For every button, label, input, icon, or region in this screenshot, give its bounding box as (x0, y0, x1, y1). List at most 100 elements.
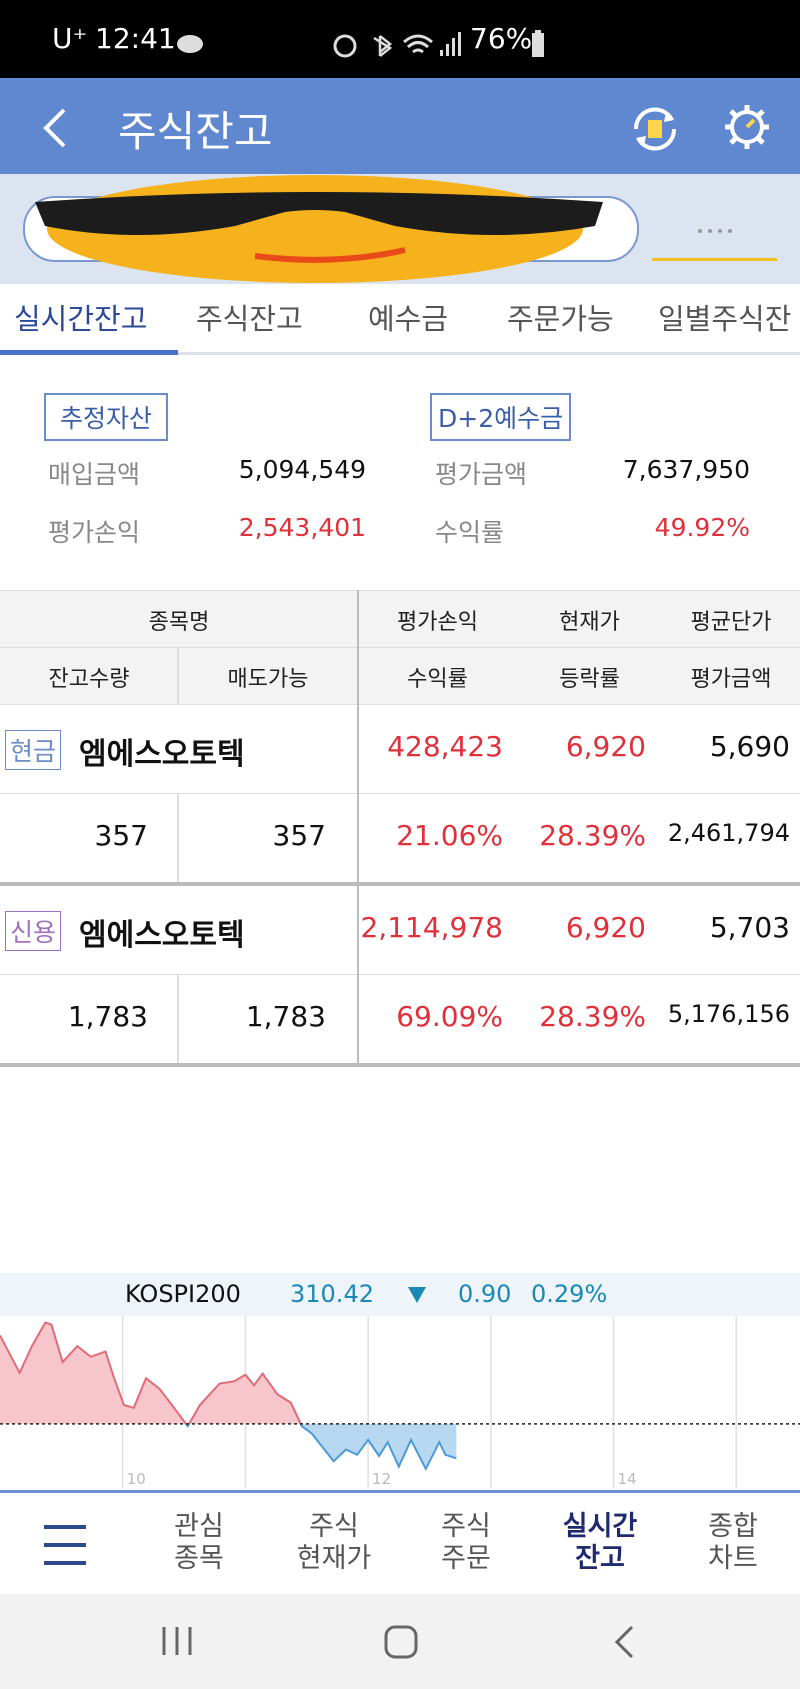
stock-value: 5,703 (709, 911, 790, 944)
settings-button[interactable] (722, 102, 772, 152)
tab[interactable]: 실시간잔고 (14, 302, 148, 336)
stock-name[interactable]: 엠에스오토텍 (79, 918, 245, 953)
stock-value: 6,920 (565, 730, 646, 763)
nav-label: 현재가 (296, 1543, 372, 1574)
summary-badge: D+2예수금 (430, 393, 572, 441)
clock: 12:41 (95, 22, 176, 55)
index-value: 310.42 (290, 1280, 374, 1308)
system-nav (0, 1594, 800, 1689)
stock-value: 5,690 (709, 730, 790, 763)
stock-name[interactable]: 엠에스오토텍 (79, 737, 245, 772)
tab-indicator (0, 350, 178, 355)
down-arrow (408, 1287, 426, 1303)
carrier: U⁺ (52, 22, 88, 55)
stock-sub-value: 357 (94, 819, 148, 852)
stock-sub-value: 5,176,156 (667, 1000, 790, 1028)
row-divider (0, 793, 800, 794)
nav-item[interactable]: 종합 차트 (673, 1511, 793, 1575)
index-chart: 10 12 14 (0, 1316, 800, 1488)
x-tick-label: 12 (372, 1470, 391, 1488)
refresh-button[interactable] (628, 102, 682, 156)
mask-emoji (35, 175, 603, 283)
tab[interactable]: 예수금 (368, 302, 449, 336)
battery-icon (532, 30, 544, 57)
tab[interactable]: 일별주식잔 (658, 302, 792, 336)
battery-level: 76% (470, 22, 533, 55)
tab-divider (0, 352, 800, 355)
nav-label: 주식 (441, 1511, 491, 1542)
stock-tag[interactable]: 신용 (5, 911, 62, 951)
nav-label: 주문 (441, 1543, 491, 1574)
index-name: KOSPI200 (125, 1280, 241, 1308)
area-down (186, 1423, 457, 1469)
summary-value: 2,543,401 (238, 513, 366, 542)
nav-label: 종목 (174, 1543, 224, 1574)
menu-button[interactable] (42, 1523, 88, 1567)
nav-label: 실시간 (562, 1511, 638, 1542)
index-change: 0.90 (458, 1280, 512, 1308)
index-rate: 0.29% (531, 1280, 608, 1308)
header-cell: 매도가능 (227, 667, 309, 692)
summary-value: 7,637,950 (622, 455, 750, 484)
status-icons (333, 32, 461, 58)
summary-label: 매입금액 (48, 460, 141, 489)
summary-label: 평가손익 (48, 518, 141, 547)
nav-label: 관심 (174, 1511, 224, 1542)
stock-sub-value: 2,461,794 (667, 819, 790, 847)
summary-label: 수익률 (435, 518, 505, 547)
line-down (184, 1423, 457, 1472)
col-divider (357, 590, 359, 1064)
summary-badge: 추정자산 (44, 393, 169, 441)
stock-sub-value: 357 (272, 819, 326, 852)
talk-icon (177, 35, 203, 53)
row-divider (0, 647, 800, 648)
status-bar: U⁺ 12:41 76% (0, 0, 800, 78)
header-cell: 평균단가 (690, 610, 772, 635)
x-tick-label: 14 (617, 1470, 636, 1488)
stock-sub-value: 28.39% (539, 819, 646, 852)
stock-tag[interactable]: 현금 (5, 730, 62, 770)
stock-value: 6,920 (565, 911, 646, 944)
home-button[interactable] (383, 1624, 419, 1660)
stock-sub-value: 1,783 (245, 1000, 326, 1033)
stock-value: 2,114,978 (360, 911, 503, 944)
row-divider (0, 704, 800, 705)
summary-value: 5,094,549 (238, 455, 366, 484)
nav-item[interactable]: 관심 종목 (139, 1511, 259, 1575)
header-cell: 등락률 (559, 667, 620, 692)
bottom-nav: 관심 종목 주식 현재가 주식 주문 실시간 잔고 종합 차트 (0, 1490, 800, 1597)
stock-sub-value: 1,783 (67, 1000, 148, 1033)
nav-label: 주식 (309, 1511, 359, 1542)
area-up (0, 1322, 457, 1424)
nav-item[interactable]: 주식 주문 (406, 1511, 526, 1575)
back-system-button[interactable] (612, 1624, 636, 1660)
header-cell: 현재가 (559, 610, 620, 635)
header: 주식잔고 (0, 78, 800, 174)
nav-item[interactable]: 실시간 잔고 (540, 1511, 660, 1575)
row-divider (0, 882, 800, 886)
recents-button[interactable] (160, 1624, 194, 1658)
tab[interactable]: 주문가능 (507, 302, 614, 336)
header-cell: 수익률 (407, 667, 468, 692)
nav-item[interactable]: 주식 현재가 (274, 1511, 394, 1575)
stock-value: 428,423 (387, 730, 503, 763)
header-cell: 평가금액 (690, 667, 772, 692)
summary-value: 49.92% (654, 513, 750, 542)
page-title: 주식잔고 (118, 107, 273, 156)
col-divider (177, 648, 179, 705)
back-button[interactable] (38, 106, 72, 150)
index-ticker: KOSPI200 310.42 0.90 0.29% (0, 1273, 800, 1316)
row-divider (0, 1063, 800, 1067)
header-cell: 종목명 (148, 610, 210, 635)
nav-label: 잔고 (575, 1543, 625, 1574)
summary: 추정자산 D+2예수금 매입금액 5,094,549 평가금액 7,637,950 평가… (0, 356, 800, 588)
selector-underline (652, 258, 777, 261)
stock-sub-value: 69.09% (396, 1000, 503, 1033)
tab[interactable]: 주식잔고 (196, 302, 303, 336)
holdings-table: 종목명 평가손익 현재가 평균단가 잔고수량 매도가능 수익률 등락률 평가금액 현금 엠에스오토텍… (0, 590, 800, 1067)
more-dots[interactable] (695, 226, 735, 236)
stock-sub-value: 21.06% (396, 819, 503, 852)
summary-label: 평가금액 (435, 460, 528, 489)
nav-label: 종합 (708, 1511, 758, 1542)
